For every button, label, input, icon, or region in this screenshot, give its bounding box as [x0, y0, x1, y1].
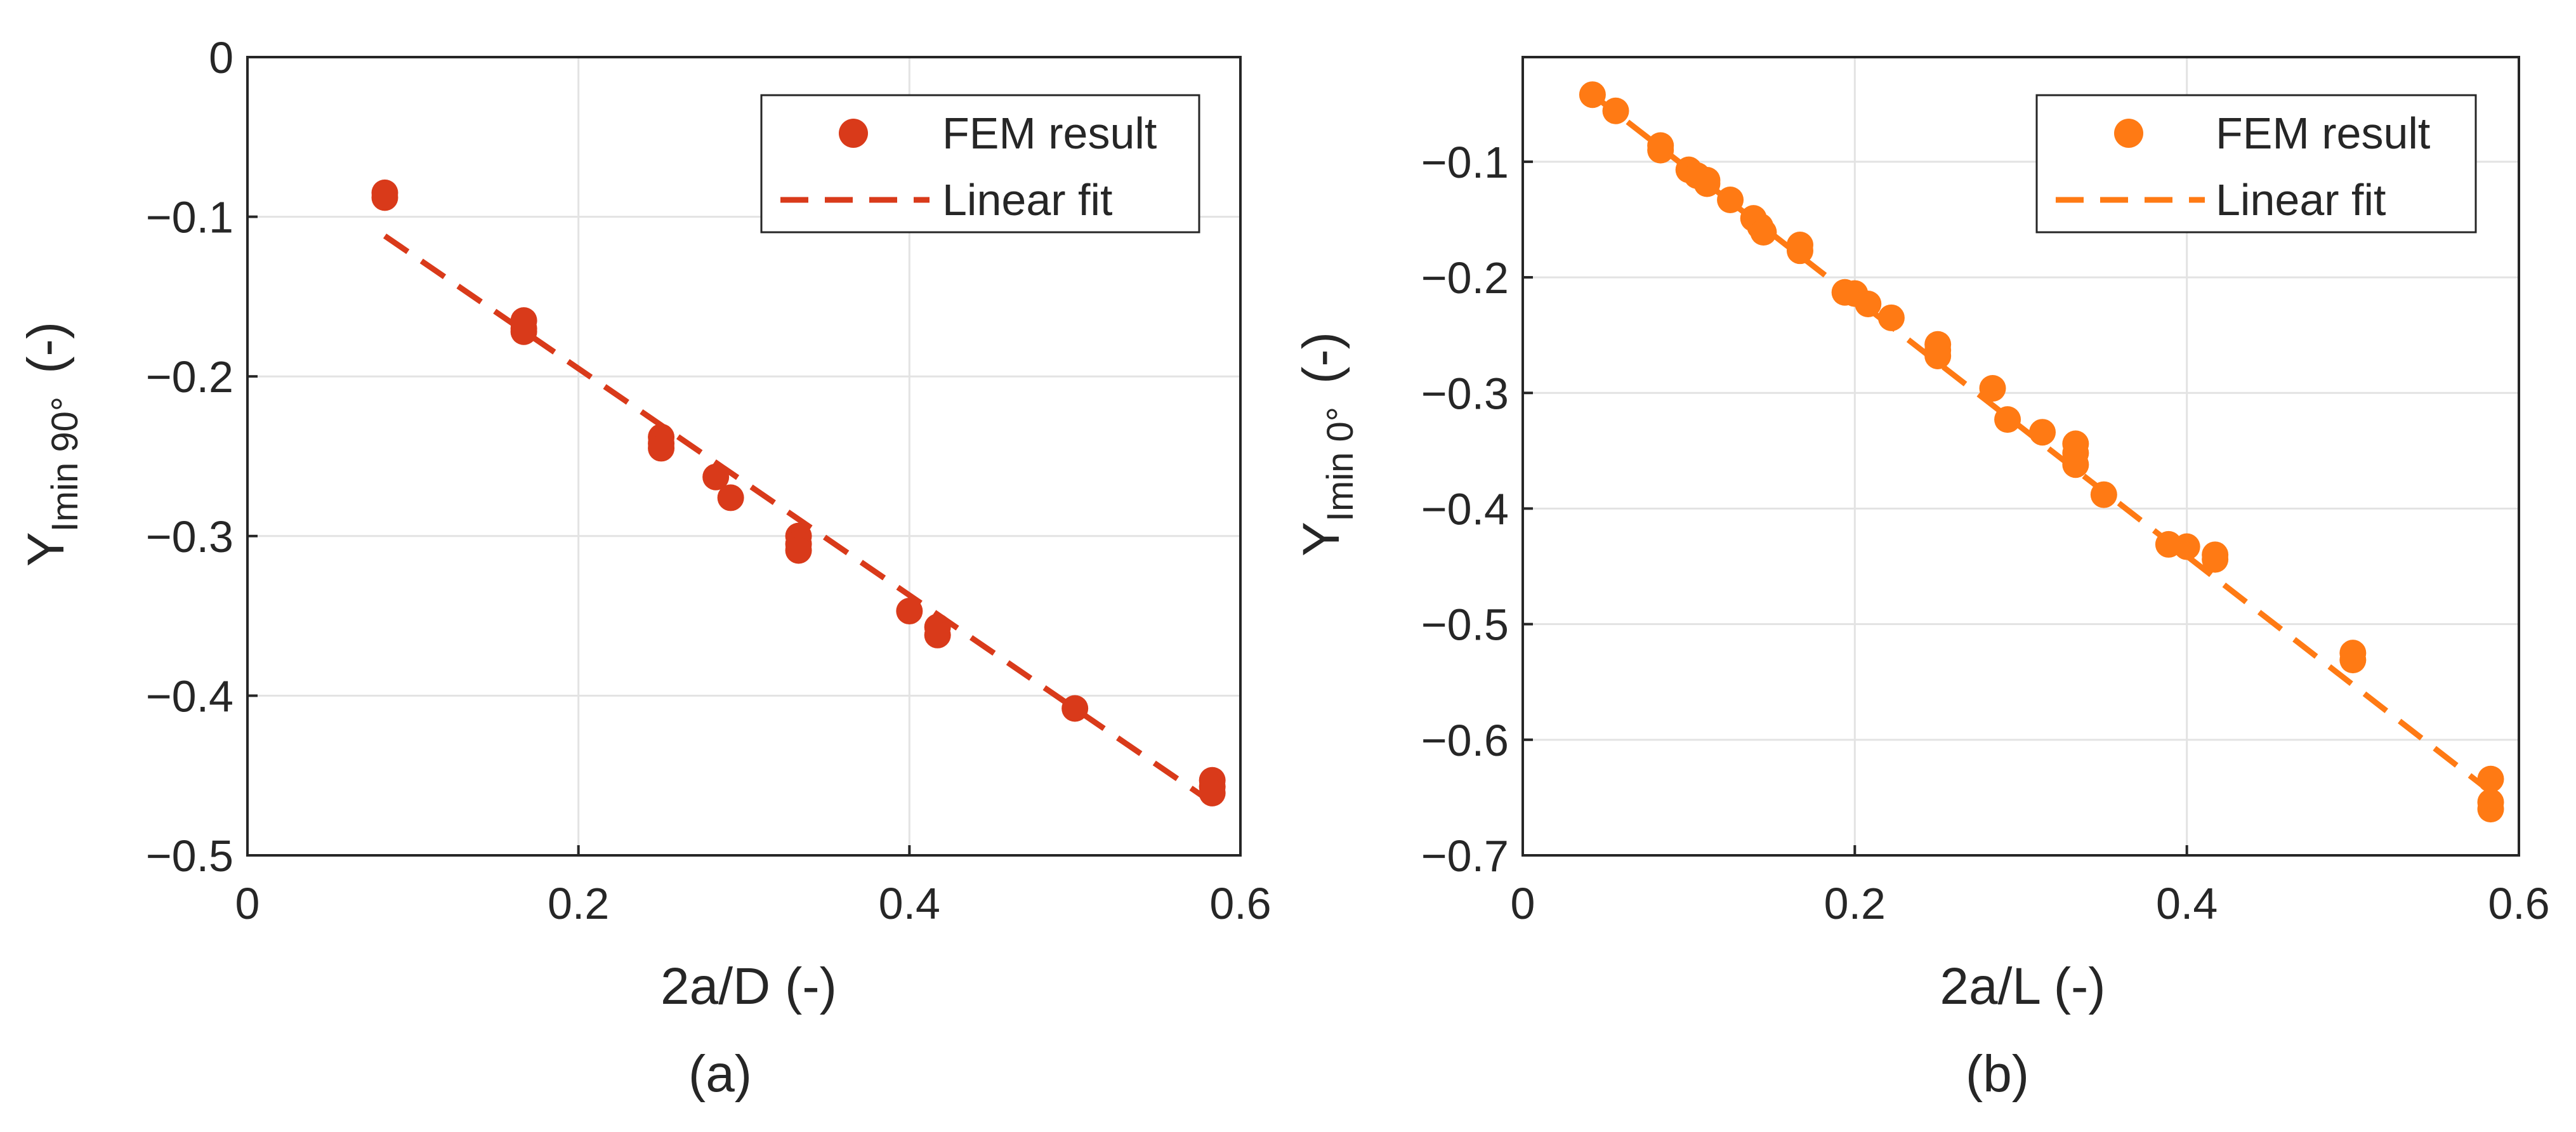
y-tick-label-a: 0	[209, 33, 233, 82]
fem-result-point-b	[1579, 81, 1606, 109]
x-tick-label-a: 0.4	[879, 879, 940, 928]
legend-marker-fem-b	[2114, 119, 2143, 148]
y-axis-title-b: YImin 0° (-)	[1292, 332, 1361, 556]
y-axis-title-a: YImin 90° (-)	[17, 322, 86, 567]
y-tick-label-a: −0.3	[146, 512, 233, 562]
fem-result-point-b	[1647, 136, 1674, 164]
panel-label-a: (a)	[688, 1045, 752, 1103]
x-tick-label-a: 0	[235, 879, 260, 928]
legend-marker-fem-a	[839, 119, 868, 148]
x-tick-label-b: 0.4	[2156, 879, 2218, 928]
y-tick-label-b: −0.3	[1421, 369, 1509, 418]
x-tick-label-a: 0.2	[548, 879, 609, 928]
fem-result-point-b	[2029, 419, 2056, 446]
fem-result-point-b	[1994, 406, 2021, 433]
y-tick-label-a: −0.5	[146, 831, 233, 881]
fem-result-point-a	[717, 484, 744, 511]
fem-result-point-a	[924, 621, 951, 648]
y-tick-label-b: −0.4	[1421, 484, 1509, 534]
x-tick-label-b: 0.2	[1824, 879, 1886, 928]
fem-result-point-b	[2202, 546, 2229, 573]
fem-result-point-a	[648, 435, 675, 462]
fem-result-point-a	[702, 463, 730, 490]
chart-panel-a: 0 0.2 0.4 0.6 0 −0.1 −0.2 −0.3 −0.4 −0.5 FEM resu…	[17, 33, 1272, 1103]
chart-panel-b: 0 0.2 0.4 0.6 −0.1 −0.2 −0.3 −0.4 −0.5 −0.6 −0.7 F…	[1292, 56, 2550, 1103]
fem-result-point-a	[785, 537, 812, 564]
legend-box-b	[2035, 94, 2477, 234]
y-tick-label-b: −0.2	[1421, 253, 1509, 303]
plot-area-b	[1521, 56, 2520, 857]
fem-result-point-b	[1979, 374, 2006, 402]
fem-result-point-b	[2090, 481, 2117, 508]
y-tick-label-b: −0.1	[1421, 138, 1509, 187]
fem-result-point-b	[2477, 765, 2504, 793]
fem-result-point-b	[1717, 187, 1744, 214]
y-axis-title-unit-a: (-)	[17, 322, 75, 374]
y-tick-label-b: −0.6	[1421, 716, 1509, 765]
fem-result-point-b	[1786, 237, 1813, 265]
fem-result-point-b	[2173, 533, 2200, 560]
fem-result-point-a	[371, 184, 398, 211]
x-tick-label-b: 0	[1511, 879, 1535, 928]
y-tick-label-a: −0.1	[146, 193, 233, 242]
y-tick-label-a: −0.4	[146, 671, 233, 721]
y-tick-label-b: −0.5	[1421, 600, 1509, 650]
fem-result-point-b	[1924, 342, 1952, 369]
fem-result-point-b	[1877, 304, 1905, 331]
x-axis-title-a: 2a/D (-)	[660, 958, 837, 1015]
y-axis-title-main-b: Y	[1292, 522, 1350, 556]
x-axis-title-b: 2a/L (-)	[1940, 958, 2105, 1015]
fem-result-point-b	[1750, 219, 1777, 246]
fem-result-point-a	[1199, 779, 1226, 806]
y-axis-title-sub-a: Imin 90°	[44, 397, 86, 532]
fem-result-point-b	[1855, 290, 1882, 317]
legend-a: FEM result Linear fit	[760, 94, 1200, 234]
fem-result-point-b	[2339, 647, 2367, 674]
panel-label-b: (b)	[1966, 1045, 2029, 1103]
fem-result-point-b	[1602, 97, 1629, 124]
fem-result-point-a	[1061, 695, 1089, 722]
linear-fit-line-b	[1591, 92, 2493, 794]
y-tick-label-b: −0.7	[1421, 831, 1509, 881]
legend-b: FEM result Linear fit	[2035, 94, 2477, 234]
legend-label-fem-b: FEM result	[2216, 109, 2430, 158]
fem-result-point-b	[2477, 796, 2504, 823]
legend-label-fem-a: FEM result	[942, 109, 1157, 158]
x-tick-label-a: 0.6	[1209, 879, 1271, 928]
y-axis-title-main-a: Y	[17, 532, 75, 567]
fem-result-point-b	[1693, 170, 1721, 197]
legend-box-a	[760, 94, 1200, 234]
y-tick-label-a: −0.2	[146, 352, 233, 402]
y-axis-title-unit-b: (-)	[1292, 332, 1350, 384]
legend-label-fit-b: Linear fit	[2216, 175, 2386, 225]
linear-fit-line-a	[383, 234, 1214, 805]
fem-result-point-a	[896, 598, 923, 625]
plot-area-a	[246, 56, 1242, 857]
fem-result-point-b	[2062, 451, 2089, 478]
fem-result-point-a	[510, 318, 537, 345]
y-axis-title-sub-b: Imin 0°	[1320, 407, 1361, 522]
x-tick-label-b: 0.6	[2488, 879, 2549, 928]
legend-label-fit-a: Linear fit	[942, 175, 1112, 225]
